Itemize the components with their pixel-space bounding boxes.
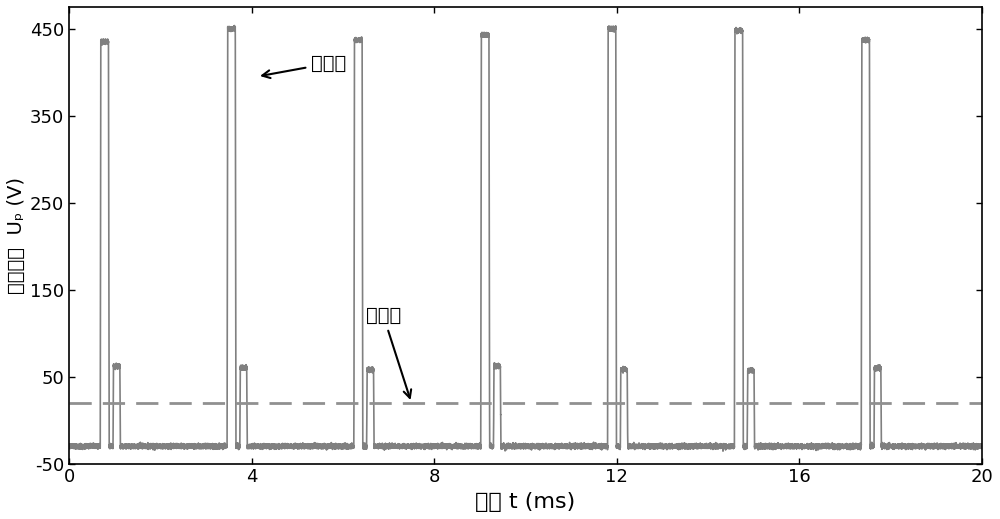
X-axis label: 时间 t (ms): 时间 t (ms) (475, 492, 576, 512)
Text: 次波峰: 次波峰 (366, 306, 411, 398)
Y-axis label: 脉冲电压  Uₚ (V): 脉冲电压 Uₚ (V) (7, 177, 26, 294)
Text: 主波峰: 主波峰 (262, 54, 346, 78)
